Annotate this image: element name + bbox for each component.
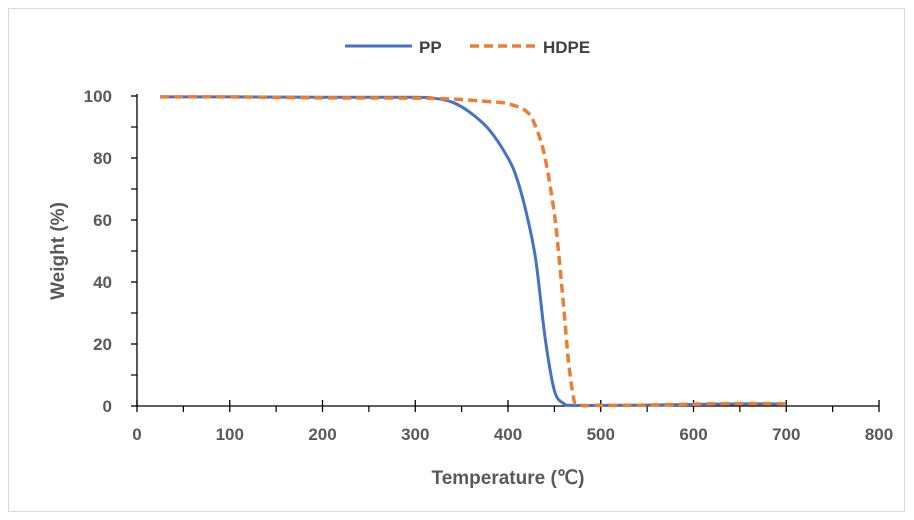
y-tick-label: 20 — [93, 335, 112, 354]
series-group — [160, 95, 787, 408]
x-tick-label: 600 — [679, 425, 707, 444]
axes — [136, 94, 879, 407]
y-tick-label: 0 — [103, 397, 112, 416]
series-line-pp — [160, 95, 787, 408]
y-tick-label: 60 — [93, 211, 112, 230]
x-tick-label: 400 — [494, 425, 522, 444]
x-tick-label: 0 — [132, 425, 141, 444]
legend-label-pp: PP — [419, 38, 442, 57]
y-ticks: 0 20 40 60 80 100 — [84, 87, 137, 416]
legend-label-hdpe: HDPE — [543, 38, 590, 57]
x-tick-label: 200 — [308, 425, 336, 444]
y-tick-label: 100 — [84, 87, 112, 106]
x-axis-title: Temperature (℃) — [432, 468, 585, 489]
x-tick-label: 800 — [865, 425, 893, 444]
x-ticks: 0 100 200 300 400 500 600 700 800 — [132, 400, 893, 444]
x-tick-label: 300 — [401, 425, 429, 444]
series-line-hdpe — [160, 95, 787, 408]
y-tick-label: 40 — [93, 273, 112, 292]
y-axis-title: Weight (%) — [48, 202, 69, 300]
y-tick-label: 80 — [93, 149, 112, 168]
legend: PP HDPE — [345, 38, 590, 57]
x-tick-label: 700 — [772, 425, 800, 444]
x-tick-label: 100 — [216, 425, 244, 444]
x-tick-label: 500 — [587, 425, 615, 444]
chart-frame — [8, 8, 905, 512]
